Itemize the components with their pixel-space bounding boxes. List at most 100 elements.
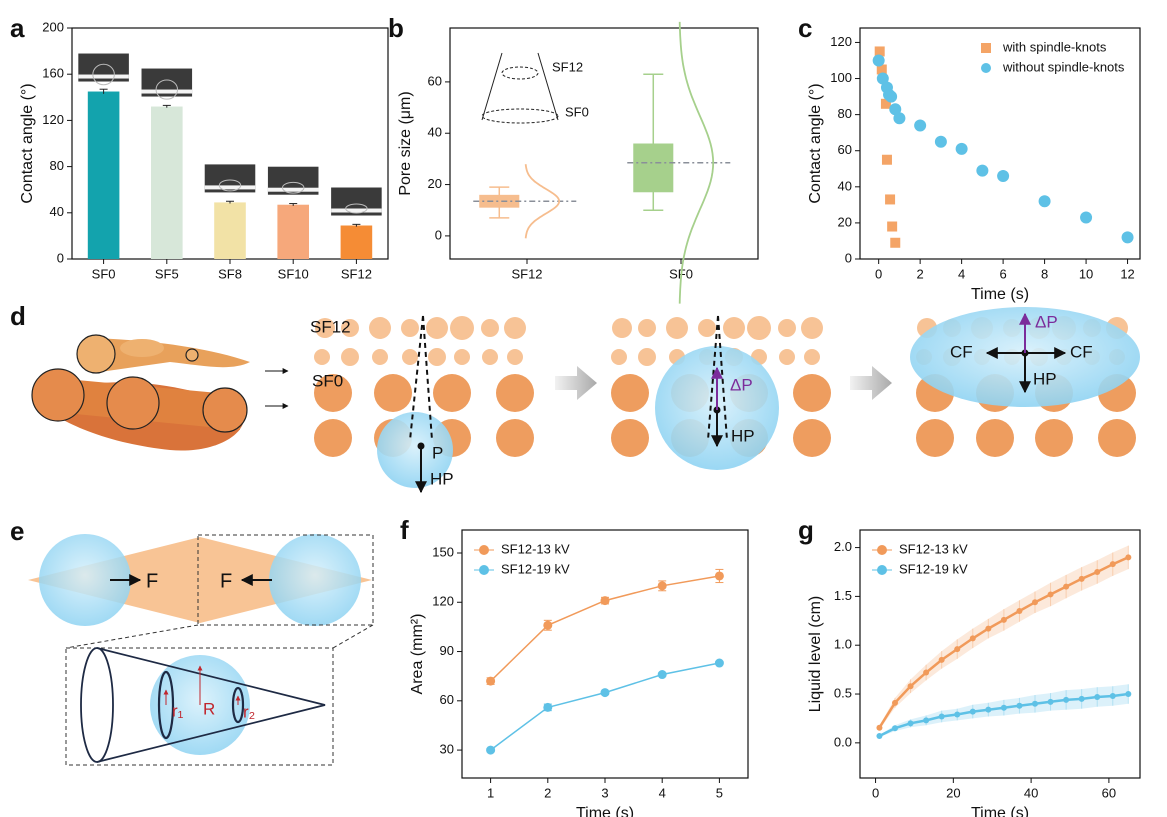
process-arrow	[555, 366, 597, 400]
y-tick-label: 120	[42, 112, 64, 127]
y-tick-label: 160	[42, 66, 64, 81]
bar	[277, 204, 309, 259]
error-band	[879, 545, 1129, 730]
y-tick-label: 60	[428, 73, 442, 88]
particle	[341, 319, 359, 337]
point	[1000, 704, 1007, 711]
x-tick-label: 10	[1079, 266, 1093, 281]
x-axis-label: Time (s)	[971, 286, 1029, 303]
photo-substrate	[331, 208, 382, 213]
legend-label: without spindle-knots	[1002, 59, 1125, 74]
point	[969, 635, 976, 642]
x-tick-label: SF12	[341, 266, 372, 281]
point	[1125, 554, 1132, 561]
particle	[778, 319, 796, 337]
particle	[698, 319, 716, 337]
point	[997, 169, 1010, 182]
photo-droplet	[345, 203, 368, 214]
point	[600, 688, 610, 698]
sphere	[39, 534, 131, 626]
point	[714, 658, 724, 668]
point	[1078, 575, 1085, 582]
point	[892, 699, 898, 706]
point	[876, 733, 883, 740]
y-axis-label: Area (mm²)	[409, 614, 426, 695]
panel-label: g	[798, 515, 814, 545]
particle	[372, 349, 388, 365]
plot-frame	[449, 27, 759, 260]
label: HP	[1033, 369, 1057, 388]
legend-marker	[981, 63, 991, 73]
particle	[611, 374, 649, 412]
y-tick-label: 60	[440, 692, 454, 707]
plot-frame	[859, 529, 1141, 779]
point	[1078, 695, 1085, 702]
x-tick-label: SF8	[218, 266, 242, 281]
point	[876, 724, 883, 731]
x-tick-label: 3	[601, 785, 608, 800]
point	[543, 702, 553, 712]
point	[1047, 591, 1054, 598]
particle	[314, 419, 352, 457]
spindle-knot	[120, 339, 164, 357]
annotation: SF12	[552, 59, 583, 74]
particle	[779, 349, 795, 365]
point	[887, 221, 898, 232]
y-tick-label: 120	[830, 34, 852, 49]
particle	[428, 348, 446, 366]
y-axis-label: Contact angle (°)	[19, 83, 36, 203]
point	[486, 676, 496, 686]
point	[1038, 195, 1051, 208]
panel-label: d	[10, 301, 26, 331]
point	[1125, 691, 1132, 698]
annotation: SF0	[565, 104, 589, 119]
point	[714, 571, 724, 581]
particle	[314, 349, 330, 365]
plot-frame	[859, 27, 1141, 260]
point	[1063, 583, 1070, 590]
particle	[666, 317, 688, 339]
cone-side	[481, 52, 559, 121]
point	[885, 90, 898, 103]
point	[954, 711, 961, 718]
y-tick-label: 100	[830, 70, 852, 85]
label: F	[146, 570, 158, 592]
droplet	[377, 412, 453, 488]
particle	[433, 374, 471, 412]
panel-label: c	[798, 13, 812, 43]
point	[923, 717, 930, 724]
y-tick-label: 30	[440, 742, 454, 757]
point	[657, 581, 667, 591]
particle	[496, 374, 534, 412]
cone-base	[80, 647, 114, 763]
ring	[157, 670, 175, 740]
point	[1063, 696, 1070, 703]
x-tick-label: SF0	[92, 266, 116, 281]
particle	[481, 319, 499, 337]
x-tick-label: 4	[659, 785, 666, 800]
point	[1032, 700, 1038, 707]
photo-droplet	[218, 179, 242, 192]
label: ΔP	[1035, 312, 1058, 331]
label: HP	[731, 426, 755, 445]
box	[479, 194, 520, 208]
y-tick-label: 150	[432, 544, 454, 559]
x-tick-label: 1	[487, 785, 494, 800]
point	[938, 713, 945, 720]
photo-droplet	[155, 79, 179, 100]
ring	[231, 686, 245, 724]
x-tick-label: 60	[1102, 785, 1116, 800]
x-tick-label: 8	[1041, 266, 1048, 281]
point	[969, 708, 976, 715]
y-tick-label: 0.5	[834, 685, 852, 700]
label: F	[220, 570, 232, 592]
y-tick-label: 2.0	[834, 539, 852, 554]
panel-label: e	[10, 516, 24, 546]
forces	[409, 312, 1067, 494]
particle	[801, 317, 823, 339]
x-tick-label: 0	[875, 266, 882, 281]
point	[976, 164, 989, 177]
y-tick-label: 20	[428, 176, 442, 191]
y-tick-label: 0.0	[834, 734, 852, 749]
